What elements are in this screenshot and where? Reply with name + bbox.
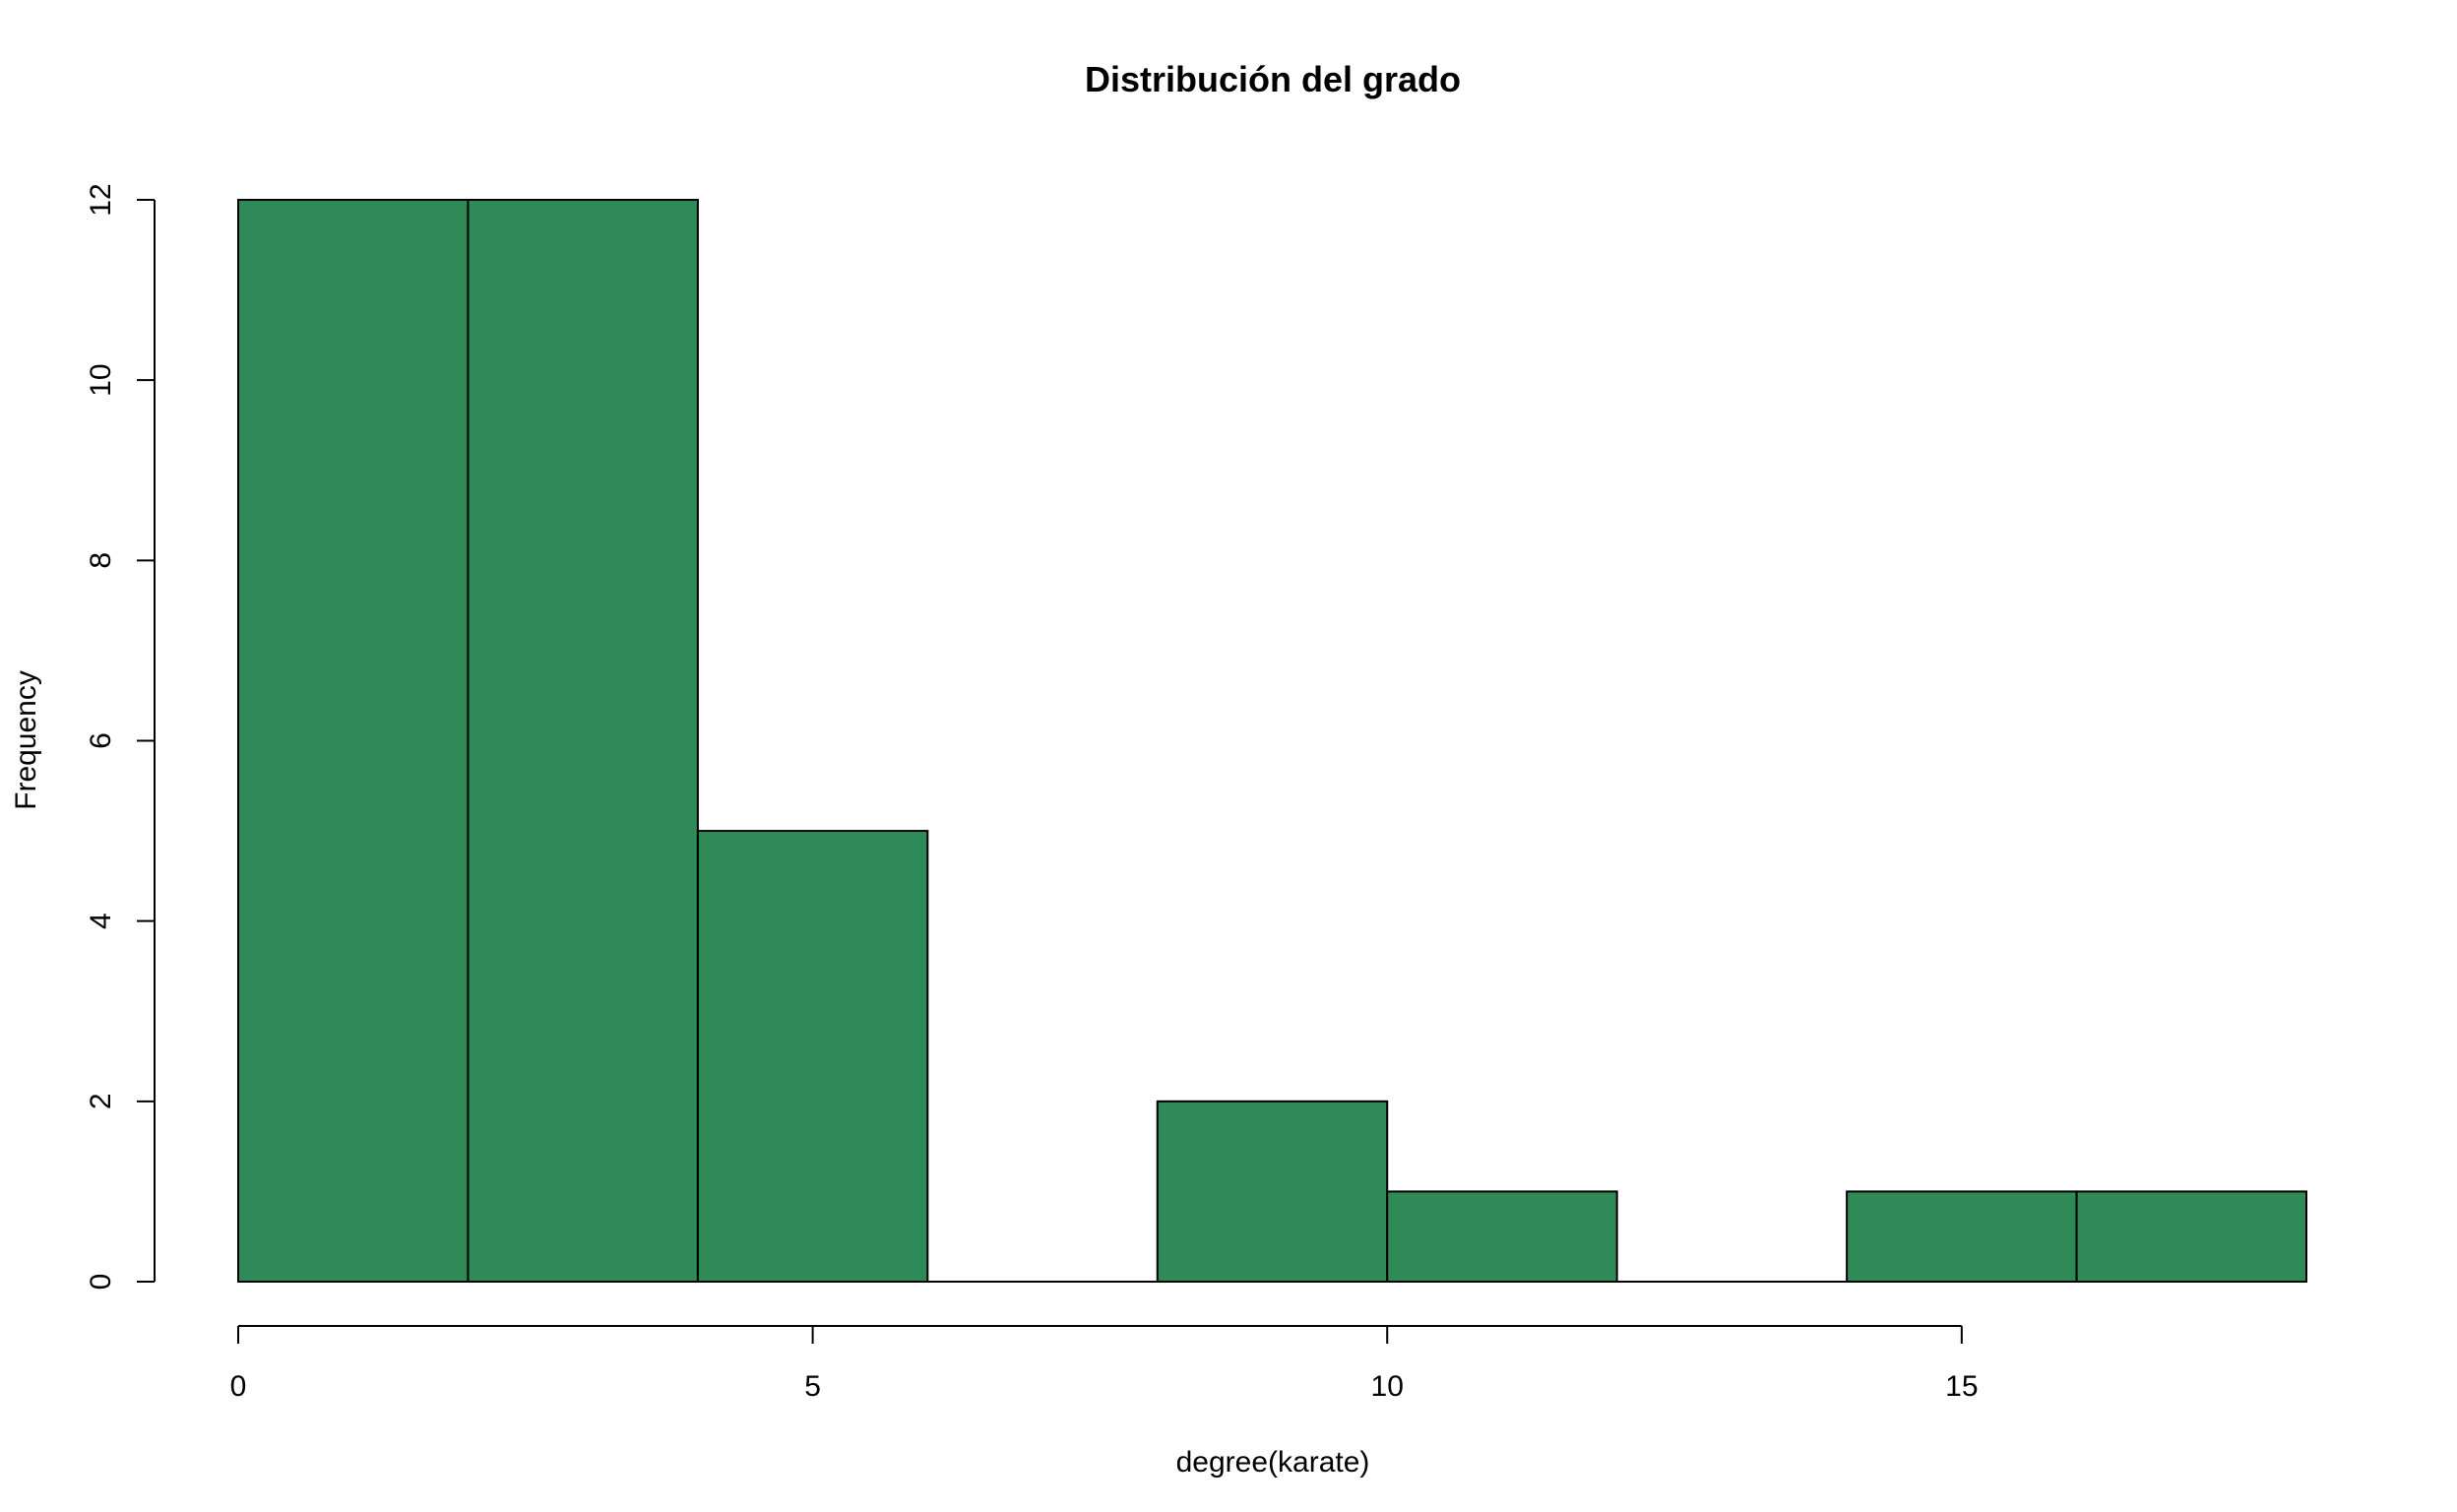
y-axis: 0 2 4 6 8 10 12 bbox=[85, 183, 156, 1291]
y-tick-label: 2 bbox=[85, 1093, 117, 1109]
histogram-bar bbox=[1846, 1190, 2078, 1283]
histogram-bar bbox=[1156, 1100, 1389, 1284]
histogram-bar bbox=[696, 830, 929, 1283]
histogram-bar bbox=[237, 199, 470, 1283]
y-tick-label: 0 bbox=[85, 1274, 117, 1291]
x-tick-label: 15 bbox=[1945, 1370, 1978, 1403]
histogram-bar bbox=[467, 199, 699, 1283]
y-tick-label: 4 bbox=[85, 913, 117, 929]
y-tick-label: 6 bbox=[85, 732, 117, 749]
histogram-bar bbox=[2075, 1190, 2308, 1283]
y-tick-label: 12 bbox=[85, 183, 117, 216]
chart-title: Distribución del grado bbox=[1085, 59, 1461, 99]
y-tick-label: 10 bbox=[85, 363, 117, 396]
x-tick-label: 0 bbox=[230, 1370, 247, 1403]
x-tick-label: 10 bbox=[1371, 1370, 1404, 1403]
y-axis-label: Frequency bbox=[10, 670, 42, 810]
x-tick-label: 5 bbox=[804, 1370, 821, 1403]
bars-group bbox=[237, 199, 2308, 1284]
y-tick-label: 8 bbox=[85, 552, 117, 569]
histogram-bar bbox=[1386, 1190, 1618, 1283]
x-axis-label: degree(karate) bbox=[1176, 1446, 1370, 1479]
x-axis: 0 5 10 15 bbox=[230, 1325, 1979, 1403]
